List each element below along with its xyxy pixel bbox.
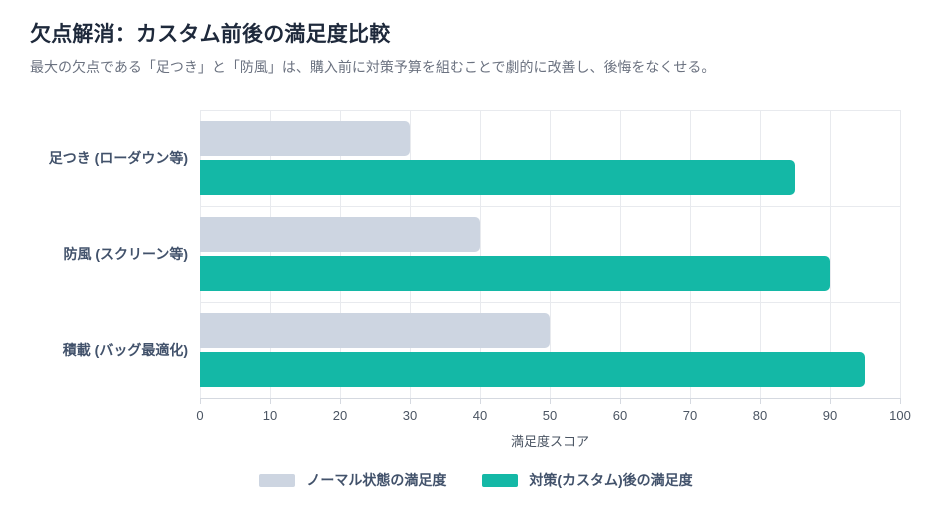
chart-legend: ノーマル状態の満足度 対策(カスタム)後の満足度 bbox=[0, 470, 952, 490]
tick-label-60: 60 bbox=[612, 408, 628, 423]
tick-label-40: 40 bbox=[472, 408, 488, 423]
gridline-x-0 bbox=[200, 110, 201, 398]
tick-mark bbox=[410, 398, 411, 404]
tick-mark bbox=[270, 398, 271, 404]
x-axis-tick-marks bbox=[200, 398, 901, 404]
tick-label-90: 90 bbox=[822, 408, 838, 423]
legend-item[interactable]: ノーマル状態の満足度 bbox=[259, 470, 446, 490]
category-band bbox=[200, 206, 900, 302]
category-label: 足つき (ローダウン等) bbox=[48, 150, 188, 166]
bar bbox=[200, 256, 830, 291]
bar bbox=[200, 217, 480, 252]
category-band bbox=[200, 302, 900, 398]
gridline-x-30 bbox=[410, 110, 411, 398]
gridline-x-60 bbox=[620, 110, 621, 398]
gridline-x-80 bbox=[760, 110, 761, 398]
tick-label-70: 70 bbox=[682, 408, 698, 423]
tick-label-30: 30 bbox=[402, 408, 418, 423]
tick-mark bbox=[900, 398, 901, 404]
category-label: 防風 (スクリーン等) bbox=[63, 246, 188, 262]
legend-swatch bbox=[482, 473, 519, 487]
bar bbox=[200, 313, 550, 348]
chart-title: 欠点解消：カスタム前後の満足度比較 bbox=[30, 23, 391, 46]
gridline-x-10 bbox=[270, 110, 271, 398]
category-label: 積載 (バッグ最適化) bbox=[62, 342, 188, 358]
gridline-x-90 bbox=[830, 110, 831, 398]
tick-label-20: 20 bbox=[332, 408, 348, 423]
bar bbox=[200, 121, 410, 156]
legend-label: 対策(カスタム)後の満足度 bbox=[529, 472, 693, 488]
tick-mark bbox=[760, 398, 761, 404]
category-band bbox=[200, 110, 900, 206]
tick-label-50: 50 bbox=[542, 408, 558, 423]
tick-label-100: 100 bbox=[889, 408, 911, 423]
tick-label-10: 10 bbox=[262, 408, 278, 423]
tick-mark bbox=[620, 398, 621, 404]
gridline-x-70 bbox=[690, 110, 691, 398]
gridline-x-20 bbox=[340, 110, 341, 398]
tick-mark bbox=[830, 398, 831, 404]
tick-label-80: 80 bbox=[752, 408, 768, 423]
tick-mark bbox=[690, 398, 691, 404]
tick-mark bbox=[480, 398, 481, 404]
x-axis-tick-labels: 0 10 20 30 40 50 60 70 80 90 100 bbox=[196, 408, 910, 426]
gridline-x-100 bbox=[900, 110, 901, 398]
bar bbox=[200, 352, 865, 387]
legend-swatch bbox=[259, 473, 296, 487]
tick-mark bbox=[550, 398, 551, 404]
gridline-x-50 bbox=[550, 110, 551, 398]
legend-item[interactable]: 対策(カスタム)後の満足度 bbox=[482, 470, 693, 490]
y-axis-category-labels: 足つき (ローダウン等) 防風 (スクリーン等) 積載 (バッグ最適化) bbox=[0, 110, 188, 398]
tick-label-0: 0 bbox=[196, 408, 204, 423]
chart-subtitle: 最大の欠点である「足つき」と「防風」は、購入前に対策予算を組むことで劇的に改善し… bbox=[30, 59, 716, 75]
x-axis-title: 満足度スコア bbox=[510, 434, 589, 449]
plot-area bbox=[200, 110, 901, 399]
tick-mark bbox=[340, 398, 341, 404]
legend-label: ノーマル状態の満足度 bbox=[306, 472, 447, 488]
gridline-x-40 bbox=[480, 110, 481, 398]
tick-mark bbox=[200, 398, 201, 404]
bar bbox=[200, 160, 795, 195]
